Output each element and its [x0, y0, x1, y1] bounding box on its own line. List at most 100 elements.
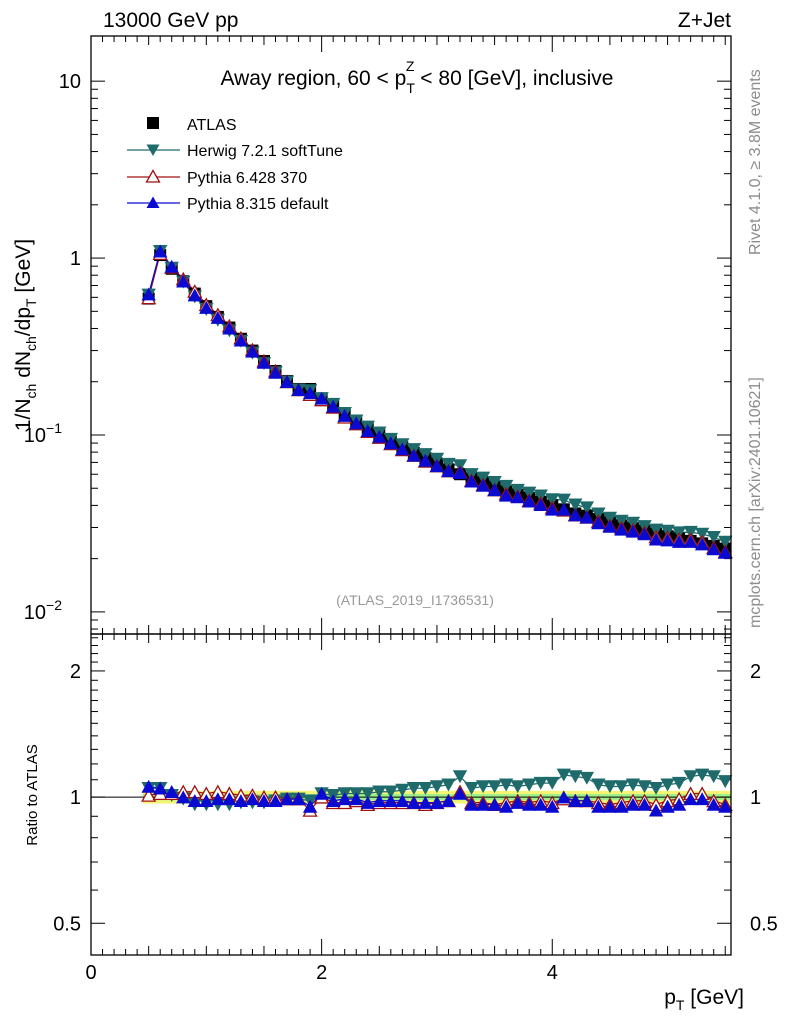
ratio-point-series-1	[718, 775, 733, 789]
main-point-series-3	[694, 537, 710, 551]
main-point-series-3	[395, 442, 410, 456]
legend-item-herwig: Herwig 7.2.1 softTune	[127, 143, 343, 160]
ratio-point-series-1	[395, 783, 410, 797]
ratio-point-series-3	[233, 794, 249, 808]
main-y-tick-label: 10	[59, 71, 81, 93]
ylabel-c: /dp	[12, 307, 35, 336]
main-y-tick-label: 1	[70, 248, 81, 270]
main-point-series-3	[337, 408, 352, 422]
main-point-series-1	[602, 511, 618, 525]
ratio-point-series-3	[314, 786, 329, 800]
ratio-point-series-3	[279, 792, 295, 806]
energy-label: 13000 GeV pp	[103, 9, 238, 32]
main-point-series-3	[522, 494, 537, 508]
ratio-point-series-3	[429, 795, 445, 809]
ratio-point-series-3	[625, 797, 641, 811]
ratio-point-series-3	[510, 795, 525, 809]
main-point-series-3	[153, 244, 168, 258]
ylabel-a-sub: ch	[23, 384, 39, 399]
main-series-line-2	[148, 252, 726, 553]
ratio-point-series-3	[591, 799, 606, 813]
x-tick-label: 2	[316, 962, 327, 984]
main-point-series-3	[256, 355, 272, 369]
main-point-series-3	[591, 516, 606, 530]
xlabel-sub: T	[676, 997, 685, 1013]
ylabel-c-sub: T	[23, 298, 39, 307]
main-point-series-3	[164, 259, 179, 273]
x-tick-label: 4	[547, 962, 558, 984]
ratio-point-series-1	[602, 780, 618, 794]
ratio-point-series-3	[372, 794, 387, 808]
ratio-point-series-3	[706, 797, 721, 811]
main-point-series-1	[568, 498, 583, 512]
main-point-series-3	[510, 490, 525, 504]
ratio-point-series-3	[187, 794, 202, 808]
ratio-point-series-1	[614, 780, 629, 794]
x-axis-label: pT [GeV]	[664, 986, 744, 1013]
main-point-series-3	[314, 391, 329, 405]
ratio-series	[141, 768, 733, 817]
ylabel-b-sub: ch	[23, 336, 39, 351]
ratio-point-series-1	[441, 778, 456, 792]
ratio-point-series-3	[718, 799, 733, 813]
ratio-point-series-1	[660, 778, 675, 792]
title-part-pre: Away region, 60 < p	[221, 67, 407, 90]
tick-exponent: −1	[46, 420, 62, 436]
main-point-series-3	[648, 532, 664, 546]
main-point-series-3	[556, 502, 571, 516]
ratio-point-series-3	[545, 799, 560, 813]
ratio-point-series-3	[291, 792, 306, 806]
title-part-sup: Z	[406, 58, 415, 74]
ratio-point-series-3	[452, 786, 468, 800]
ratio-point-series-1	[683, 770, 698, 784]
rivet-version-label: Rivet 4.1.0, ≥ 3.8M events	[747, 69, 764, 255]
ratio-point-series-3	[222, 792, 237, 806]
ratio-point-series-2	[141, 788, 157, 802]
ratio-point-series-1	[637, 780, 652, 794]
legend-herwig-marker	[146, 144, 160, 156]
ratio-point-series-1	[452, 770, 468, 784]
ratio-point-series-1	[429, 780, 445, 794]
main-point-series-3	[325, 399, 341, 413]
ratio-point-series-1	[418, 781, 433, 795]
process-label: Z+Jet	[678, 9, 731, 32]
main-point-series-3	[718, 545, 733, 559]
main-point-series-3	[360, 424, 375, 437]
main-point-series-3	[372, 429, 387, 443]
tick-base: 10	[24, 602, 46, 624]
ratio-y-axis-label: Ratio to ATLAS	[24, 744, 41, 845]
main-point-series-1	[556, 493, 571, 507]
mcplots-source-label: mcplots.cern.ch [arXiv:2401.10621]	[747, 377, 764, 628]
main-y-axis-label: 1/Nch dNch/dpT [GeV]	[12, 239, 39, 431]
ratio-y-tick-label: 2	[70, 661, 81, 683]
main-point-series-3	[291, 383, 306, 396]
main-point-series-3	[475, 478, 491, 492]
legend-item-pythia8: Pythia 8.315 default	[127, 196, 329, 213]
ratio-point-series-3	[245, 792, 260, 806]
ratio-point-series-1	[406, 781, 422, 795]
legend-atlas-marker	[147, 117, 159, 129]
ratio-point-series-1	[498, 778, 514, 792]
main-point-series-1	[545, 493, 560, 507]
main-point-series-3	[683, 534, 698, 548]
ratio-point-series-3	[441, 794, 456, 808]
legend-item-atlas: ATLAS	[147, 117, 237, 134]
main-point-series-3	[545, 502, 560, 516]
main-point-series-3	[602, 519, 618, 533]
ratio-point-series-1	[568, 770, 583, 784]
tick-base: 10	[24, 425, 46, 447]
legend-item-pythia6: Pythia 6.428 370	[127, 169, 307, 187]
main-point-series-1	[487, 475, 502, 489]
ratio-y-tick-label-right: 2	[750, 661, 761, 683]
main-point-series-3	[441, 464, 456, 478]
main-point-series-3	[614, 522, 629, 536]
main-point-series-3	[302, 386, 318, 400]
ratio-point-series-1	[579, 771, 595, 785]
ratio-point-series-1	[475, 780, 491, 794]
main-y-tick-label: 10−1	[24, 420, 62, 447]
ratio-point-series-3	[568, 794, 583, 808]
main-point-series-1	[718, 535, 733, 549]
legend: ATLAS Herwig 7.2.1 softTune Pythia 6.428…	[127, 117, 343, 213]
ratio-point-series-3	[395, 794, 410, 808]
